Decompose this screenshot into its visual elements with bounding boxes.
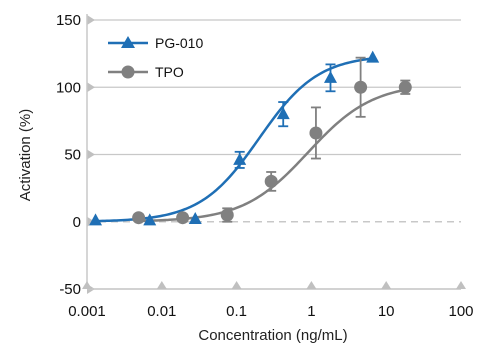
legend-entry-pg010: PG-010: [108, 35, 203, 51]
circle-icon: [121, 65, 135, 79]
data-point-pg-010: [276, 107, 290, 120]
legend: PG-010 TPO: [108, 35, 203, 80]
x-tick-label: 0.001: [68, 303, 106, 320]
data-point-pg-010: [89, 213, 103, 226]
data-markers: [89, 50, 412, 226]
legend-label-pg010: PG-010: [155, 35, 203, 51]
triangle-icon: [121, 36, 135, 48]
x-tick-marker: [456, 281, 466, 289]
data-point-tpo: [264, 174, 278, 188]
y-tick-label: 0: [73, 214, 81, 231]
x-tick-label: 0.01: [147, 303, 176, 320]
y-tick-label: -50: [59, 281, 81, 298]
x-tick-marker: [82, 281, 92, 289]
y-tick-marker: [87, 82, 95, 93]
x-tick-marker: [306, 281, 317, 289]
y-tick-marker: [87, 15, 95, 25]
data-point-pg-010: [366, 50, 380, 63]
y-tick-marker: [87, 149, 95, 160]
data-point-pg-010: [233, 152, 247, 165]
x-tick-marker: [381, 281, 392, 289]
y-tick-marker: [87, 216, 95, 227]
data-point-tpo: [354, 80, 368, 94]
error-bars: [222, 56, 411, 223]
y-axis-label: Activation (%): [17, 109, 34, 202]
legend-label-tpo: TPO: [155, 64, 184, 80]
x-tick-label: 1: [307, 303, 315, 320]
tick-labels: -50 0 50 100 150 0.001 0.01 0.1 1 10 100: [56, 12, 474, 320]
data-point-pg-010: [143, 213, 157, 226]
legend-entry-tpo: TPO: [108, 64, 184, 80]
gridlines: [87, 19, 461, 290]
data-point-tpo: [176, 211, 190, 225]
x-tick-marker: [156, 281, 167, 289]
y-tick-label: 100: [56, 79, 81, 96]
x-tick-label: 100: [448, 303, 473, 320]
data-point-tpo: [398, 80, 412, 94]
axes: [82, 14, 466, 294]
data-point-tpo: [132, 211, 146, 225]
data-point-pg-010: [323, 70, 337, 83]
curve-tpo: [138, 88, 406, 223]
data-point-tpo: [309, 126, 323, 140]
y-tick-label: 50: [64, 147, 81, 164]
x-tick-label: 10: [378, 303, 395, 320]
data-point-tpo: [220, 208, 234, 222]
data-point-pg-010: [188, 212, 202, 225]
x-tick-marker: [231, 281, 242, 289]
x-axis-label: Concentration (ng/mL): [198, 327, 347, 344]
x-tick-label: 0.1: [226, 303, 247, 320]
y-tick-label: 150: [56, 12, 81, 29]
